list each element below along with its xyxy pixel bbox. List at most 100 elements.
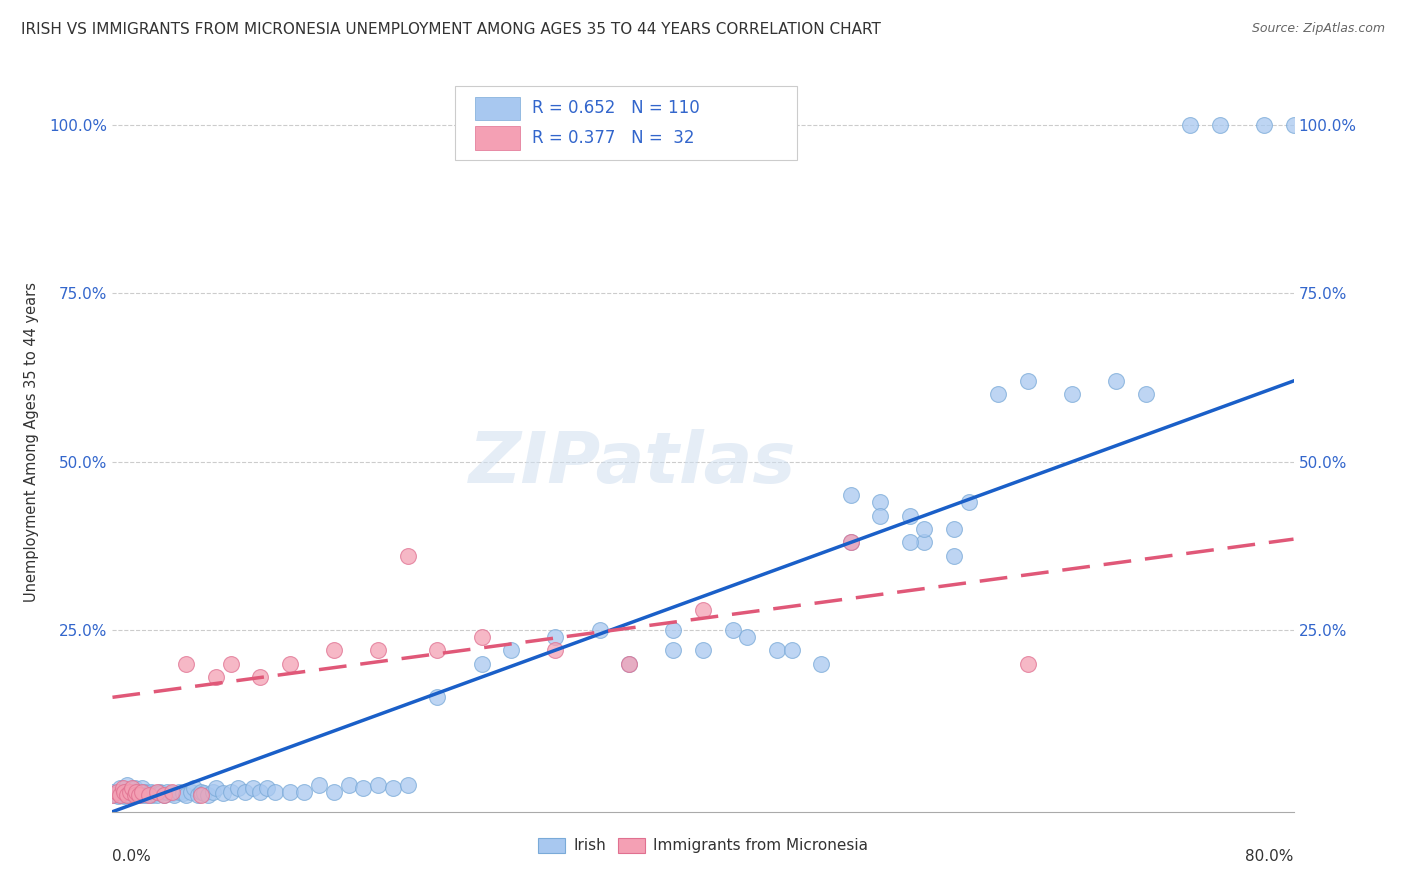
Point <box>131 781 153 796</box>
Point <box>128 784 150 798</box>
Text: R = 0.377   N =  32: R = 0.377 N = 32 <box>531 129 695 147</box>
Point <box>124 788 146 802</box>
Point <box>957 495 980 509</box>
Point <box>131 784 153 798</box>
Point <box>174 788 197 802</box>
Point <box>163 788 186 802</box>
Point <box>501 643 523 657</box>
Point <box>233 784 256 798</box>
Point <box>721 623 744 637</box>
Point <box>132 786 155 800</box>
Point <box>114 788 136 802</box>
Point <box>987 387 1010 401</box>
Point <box>149 784 172 798</box>
Point <box>692 643 714 657</box>
Point <box>107 789 129 804</box>
Point <box>117 784 138 798</box>
Point <box>914 522 936 536</box>
Text: 0.0%: 0.0% <box>112 849 152 863</box>
Point <box>1282 118 1305 132</box>
Point <box>396 778 419 792</box>
Point <box>619 657 641 671</box>
Point <box>942 522 965 536</box>
Point <box>120 784 142 798</box>
Point <box>264 784 287 798</box>
Point <box>101 784 124 798</box>
Point <box>172 786 194 800</box>
Point <box>117 786 138 800</box>
Point <box>942 549 965 563</box>
Point <box>139 784 162 798</box>
Point <box>1178 118 1201 132</box>
Point <box>308 778 330 792</box>
Legend: Irish, Immigrants from Micronesia: Irish, Immigrants from Micronesia <box>531 831 875 860</box>
Point <box>292 784 315 798</box>
Point <box>337 778 360 792</box>
Point <box>160 786 183 800</box>
Point <box>117 788 138 802</box>
Text: R = 0.652   N = 110: R = 0.652 N = 110 <box>531 99 700 118</box>
Point <box>125 784 148 798</box>
Point <box>193 786 215 800</box>
Point <box>212 786 235 800</box>
Point <box>226 781 249 796</box>
Point <box>138 788 160 802</box>
Point <box>183 781 205 796</box>
Point <box>898 535 921 549</box>
Point <box>544 630 567 644</box>
Point <box>108 784 131 798</box>
Point <box>1017 374 1039 388</box>
Point <box>766 643 789 657</box>
Point <box>249 670 271 684</box>
Point <box>160 784 183 798</box>
Point <box>1312 118 1334 132</box>
Text: Source: ZipAtlas.com: Source: ZipAtlas.com <box>1251 22 1385 36</box>
Point <box>110 788 132 802</box>
Point <box>839 488 862 502</box>
Point <box>105 784 128 798</box>
Point <box>146 788 169 802</box>
Point <box>146 784 169 798</box>
Point <box>104 788 127 802</box>
Point <box>131 788 153 802</box>
Point <box>105 786 128 800</box>
Point <box>588 623 610 637</box>
Point <box>1135 387 1157 401</box>
Point <box>153 788 176 802</box>
Point <box>544 643 567 657</box>
Point <box>470 657 494 671</box>
Point <box>869 495 891 509</box>
Point <box>124 788 146 802</box>
Point <box>692 603 714 617</box>
Point <box>219 784 242 798</box>
Point <box>426 643 449 657</box>
Point <box>111 781 134 796</box>
FancyBboxPatch shape <box>475 96 520 120</box>
Point <box>1208 118 1232 132</box>
Point <box>242 781 264 796</box>
Point <box>153 788 176 802</box>
Point <box>256 781 278 796</box>
Point <box>201 784 224 798</box>
Text: ZIPatlas: ZIPatlas <box>468 429 796 499</box>
Point <box>470 630 494 644</box>
Point <box>127 788 149 802</box>
Point <box>914 535 936 549</box>
Point <box>1371 118 1393 132</box>
FancyBboxPatch shape <box>475 126 520 150</box>
Point <box>124 781 146 796</box>
Text: IRISH VS IMMIGRANTS FROM MICRONESIA UNEMPLOYMENT AMONG AGES 35 TO 44 YEARS CORRE: IRISH VS IMMIGRANTS FROM MICRONESIA UNEM… <box>21 22 882 37</box>
Point <box>205 670 228 684</box>
Point <box>367 778 389 792</box>
FancyBboxPatch shape <box>456 87 797 161</box>
Point <box>737 630 759 644</box>
Point <box>121 786 143 800</box>
Point <box>190 784 212 798</box>
Point <box>190 788 212 802</box>
Point <box>117 778 138 792</box>
Point <box>174 657 197 671</box>
Point <box>323 784 346 798</box>
Point <box>396 549 419 563</box>
Point <box>129 786 152 800</box>
Point <box>111 786 134 800</box>
